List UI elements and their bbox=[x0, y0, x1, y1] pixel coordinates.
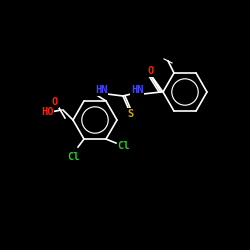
Text: O: O bbox=[52, 97, 58, 107]
Text: Cl: Cl bbox=[118, 141, 130, 151]
Text: HO: HO bbox=[41, 107, 53, 117]
Text: HN: HN bbox=[95, 85, 107, 95]
Text: HN: HN bbox=[131, 85, 143, 95]
Text: S: S bbox=[128, 109, 134, 119]
Text: Cl: Cl bbox=[68, 152, 80, 162]
Text: O: O bbox=[148, 66, 154, 76]
